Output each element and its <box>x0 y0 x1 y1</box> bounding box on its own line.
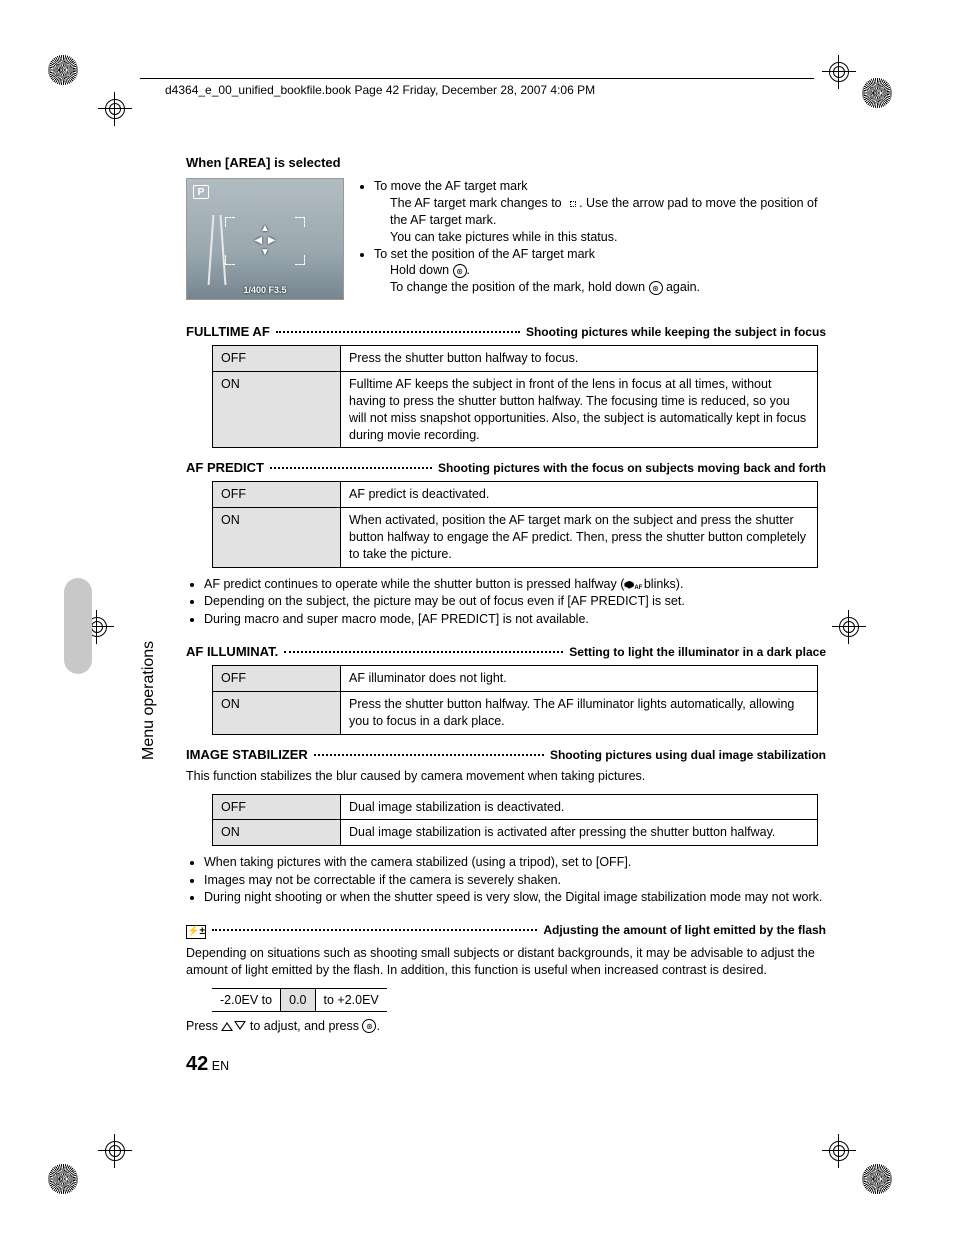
predict-off-desc: AF predict is deactivated. <box>341 482 818 508</box>
page-footer: 42 EN <box>186 1053 826 1076</box>
option-on: ON <box>213 508 341 568</box>
crop-mark <box>48 1164 92 1208</box>
stab-off-desc: Dual image stabilization is deactivated. <box>341 794 818 820</box>
area-heading: When [AREA] is selected <box>186 155 826 170</box>
lcd-arrow-pad-icon: ▲◀ ▶▼ <box>255 223 276 259</box>
af-focus-icon <box>624 579 640 591</box>
predict-note-2: Depending on the subject, the picture ma… <box>204 593 826 611</box>
registration-mark <box>832 610 866 644</box>
lcd-af-bracket: ▲◀ ▶▼ <box>225 217 305 265</box>
header-rule <box>140 78 814 79</box>
crop-mark <box>48 55 92 99</box>
stabilizer-intro: This function stabilizes the blur caused… <box>186 768 826 786</box>
option-off: OFF <box>213 482 341 508</box>
fulltime-af-table: OFF Press the shutter button halfway to … <box>212 345 818 448</box>
af-predict-heading: AF PREDICT Shooting pictures with the fo… <box>186 460 826 475</box>
stab-note-2: Images may not be correctable if the cam… <box>204 872 826 890</box>
ok-button-icon: ⊛ <box>453 264 467 278</box>
registration-mark <box>98 1134 132 1168</box>
predict-note-1: AF predict continues to operate while th… <box>204 576 826 594</box>
flash-intro: Depending on situations such as shooting… <box>186 945 826 980</box>
registration-mark <box>98 92 132 126</box>
chapter-tab <box>64 578 92 674</box>
stab-on-desc: Dual image stabilization is activated af… <box>341 820 818 846</box>
lcd-mode-icon: P <box>193 185 209 199</box>
illum-off-desc: AF illuminator does not light. <box>341 666 818 692</box>
registration-mark <box>822 55 856 89</box>
ev-low: -2.0EV to <box>212 988 281 1011</box>
option-on: ON <box>213 820 341 846</box>
option-on: ON <box>213 692 341 735</box>
ok-button-icon: ⊛ <box>362 1019 376 1033</box>
ev-mid: 0.0 <box>281 988 315 1011</box>
illum-on-desc: Press the shutter button halfway. The AF… <box>341 692 818 735</box>
image-stabilizer-table: OFF Dual image stabilization is deactiva… <box>212 794 818 847</box>
lcd-preview: P ▲◀ ▶▼ 1/400 F3.5 <box>186 178 344 300</box>
lcd-ladder-graphic <box>207 215 227 285</box>
flash-press-line: Press to adjust, and press ⊛. <box>186 1018 826 1036</box>
fulltime-on-desc: Fulltime AF keeps the subject in front o… <box>341 371 818 448</box>
page-lang: EN <box>212 1059 229 1073</box>
area-bullet-set: To set the position of the AF target mar… <box>374 246 826 297</box>
down-triangle-icon <box>234 1021 246 1030</box>
image-stabilizer-heading: IMAGE STABILIZER Shooting pictures using… <box>186 747 826 762</box>
flash-comp-icon: ⚡± <box>186 925 206 939</box>
lcd-exposure-readout: 1/400 F3.5 <box>187 285 343 295</box>
ev-high: to +2.0EV <box>315 988 387 1011</box>
crop-mark <box>862 1164 906 1208</box>
stab-note-1: When taking pictures with the camera sta… <box>204 854 826 872</box>
predict-on-desc: When activated, position the AF target m… <box>341 508 818 568</box>
af-target-icon <box>565 199 579 209</box>
af-predict-table: OFF AF predict is deactivated. ON When a… <box>212 481 818 568</box>
option-off: OFF <box>213 666 341 692</box>
registration-mark <box>822 1134 856 1168</box>
ev-range-table: -2.0EV to 0.0 to +2.0EV <box>212 988 387 1012</box>
option-off: OFF <box>213 346 341 372</box>
header-bookfile: d4364_e_00_unified_bookfile.book Page 42… <box>165 83 595 97</box>
predict-note-3: During macro and super macro mode, [AF P… <box>204 611 826 629</box>
af-illuminat-table: OFF AF illuminator does not light. ON Pr… <box>212 665 818 735</box>
chapter-label: Menu operations <box>140 641 158 760</box>
option-on: ON <box>213 371 341 448</box>
area-bullet-move: To move the AF target mark The AF target… <box>374 178 826 246</box>
crop-mark <box>862 78 906 122</box>
af-illuminat-heading: AF ILLUMINAT. Setting to light the illum… <box>186 644 826 659</box>
flash-comp-heading: ⚡± Adjusting the amount of light emitted… <box>186 923 826 939</box>
option-off: OFF <box>213 794 341 820</box>
stab-note-3: During night shooting or when the shutte… <box>204 889 826 907</box>
ok-button-icon: ⊛ <box>649 281 663 295</box>
fulltime-af-heading: FULLTIME AF Shooting pictures while keep… <box>186 324 826 339</box>
fulltime-off-desc: Press the shutter button halfway to focu… <box>341 346 818 372</box>
page-number: 42 <box>186 1053 208 1075</box>
up-triangle-icon <box>221 1021 233 1030</box>
